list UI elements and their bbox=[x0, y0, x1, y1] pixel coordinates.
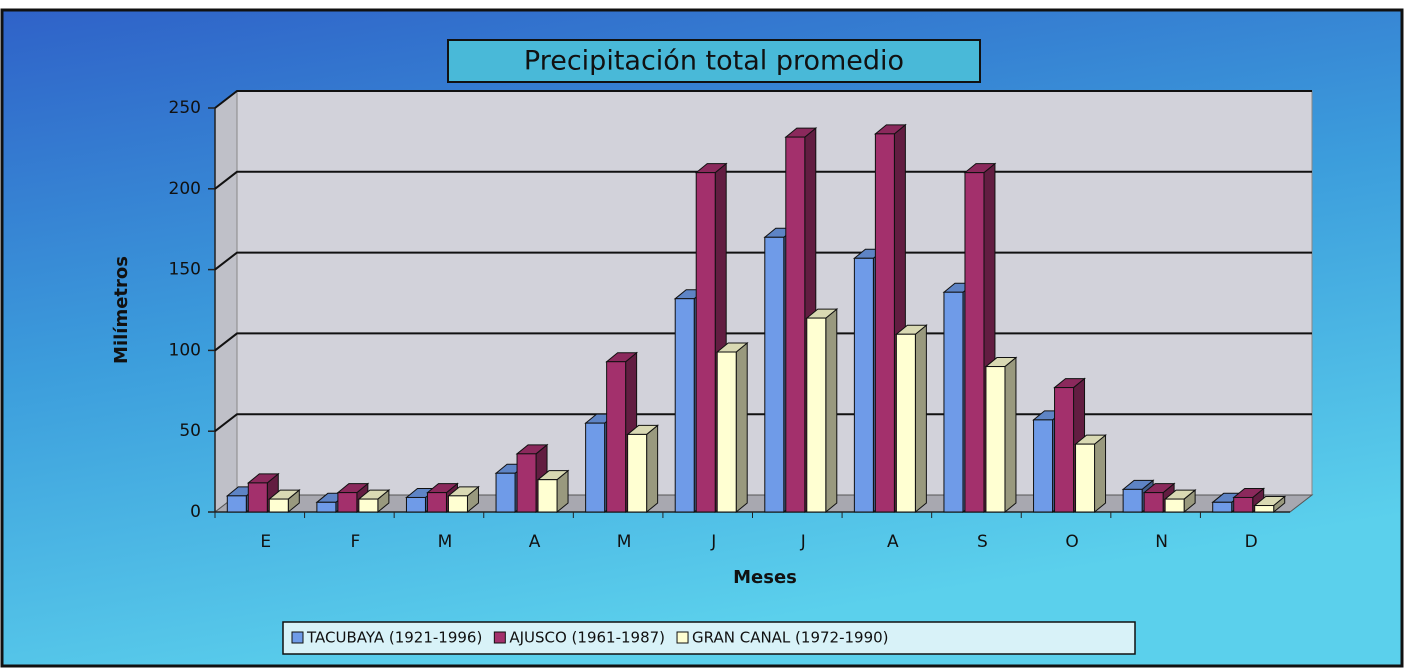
bar-front bbox=[1122, 488, 1143, 513]
bar-side bbox=[646, 424, 659, 514]
bar-front bbox=[1212, 501, 1233, 513]
bar-front bbox=[1164, 498, 1185, 513]
y-tick-label: 250 bbox=[169, 98, 201, 118]
y-tick-label: 150 bbox=[169, 260, 201, 280]
bar-front bbox=[606, 361, 627, 513]
bar-front bbox=[247, 482, 268, 513]
bar-front bbox=[516, 453, 537, 513]
legend-box bbox=[282, 621, 1136, 655]
bar-side bbox=[1094, 434, 1107, 514]
x-tick-label: A bbox=[529, 532, 541, 552]
bar-front bbox=[674, 298, 695, 513]
bar-front bbox=[358, 498, 379, 513]
side-wall bbox=[214, 89, 238, 514]
bar-front bbox=[268, 498, 289, 513]
bar bbox=[894, 324, 928, 514]
bar-side bbox=[914, 324, 927, 514]
bar bbox=[805, 308, 839, 514]
bar bbox=[447, 485, 480, 514]
y-axis-title: Milímetros bbox=[111, 256, 132, 364]
bar bbox=[984, 356, 1018, 514]
bar bbox=[715, 341, 749, 514]
legend-label: TACUBAYA (1921-1996) bbox=[306, 629, 482, 647]
bar-front bbox=[447, 495, 468, 513]
bar-front bbox=[627, 433, 648, 513]
x-tick-label: S bbox=[977, 532, 988, 552]
bar-front bbox=[426, 492, 447, 513]
bar-front bbox=[895, 333, 916, 513]
y-tick-label: 100 bbox=[169, 340, 201, 360]
legend-swatch bbox=[676, 631, 689, 644]
bar-side bbox=[1004, 356, 1017, 514]
bar-front bbox=[1033, 419, 1054, 513]
bar-front bbox=[716, 351, 737, 513]
bar-side bbox=[735, 341, 748, 514]
bar-front bbox=[764, 236, 785, 513]
bar bbox=[1074, 434, 1107, 514]
bar-front bbox=[337, 492, 358, 513]
bar-front bbox=[943, 291, 964, 513]
x-tick-label: A bbox=[887, 532, 899, 552]
x-tick-label: O bbox=[1065, 532, 1078, 552]
y-tick-label: 50 bbox=[179, 421, 201, 441]
y-tick-label: 0 bbox=[190, 502, 201, 522]
bar-front bbox=[695, 172, 716, 513]
bar-front bbox=[1143, 492, 1164, 513]
x-tick-label: N bbox=[1155, 532, 1168, 552]
legend-label: GRAN CANAL (1972-1990) bbox=[692, 629, 889, 647]
x-tick-label: M bbox=[617, 532, 632, 552]
bar-front bbox=[874, 133, 895, 513]
bar bbox=[267, 489, 301, 514]
bar-front bbox=[1233, 496, 1254, 513]
x-tick-label: F bbox=[350, 532, 360, 552]
bar bbox=[1253, 495, 1287, 514]
bar-front bbox=[1254, 505, 1275, 513]
bar-front bbox=[964, 172, 985, 513]
y-tick-label: 200 bbox=[169, 179, 201, 199]
grid-line bbox=[214, 90, 1312, 109]
x-tick-label: M bbox=[438, 532, 453, 552]
chart-title: Precipitación total promedio bbox=[524, 46, 904, 77]
bar-front bbox=[585, 422, 606, 513]
bar-front bbox=[853, 257, 874, 513]
bar-front bbox=[537, 479, 558, 513]
bar bbox=[357, 489, 391, 514]
legend-label: AJUSCO (1961-1987) bbox=[509, 629, 665, 647]
bar-front bbox=[495, 472, 516, 513]
bar-front bbox=[1075, 443, 1096, 513]
x-tick-label: E bbox=[260, 532, 271, 552]
x-tick-label: J bbox=[800, 532, 806, 552]
x-tick-label: J bbox=[710, 532, 716, 552]
x-tick-label: D bbox=[1245, 532, 1258, 552]
bar bbox=[626, 424, 660, 514]
title-box bbox=[447, 39, 981, 83]
bar-front bbox=[806, 317, 827, 513]
bar-front bbox=[316, 501, 337, 513]
grid-line bbox=[214, 170, 1312, 190]
bar bbox=[1163, 489, 1197, 514]
legend-swatch bbox=[291, 631, 304, 644]
x-axis-title: Meses bbox=[733, 567, 797, 588]
legend-swatch bbox=[493, 631, 506, 644]
bar-front bbox=[405, 496, 426, 513]
bar-front bbox=[226, 495, 247, 513]
grid-line bbox=[214, 251, 1312, 271]
bar-front bbox=[785, 136, 806, 513]
bar-front bbox=[985, 366, 1006, 513]
bar-side bbox=[825, 308, 838, 514]
bar bbox=[536, 469, 570, 514]
bar-front bbox=[1054, 387, 1075, 513]
